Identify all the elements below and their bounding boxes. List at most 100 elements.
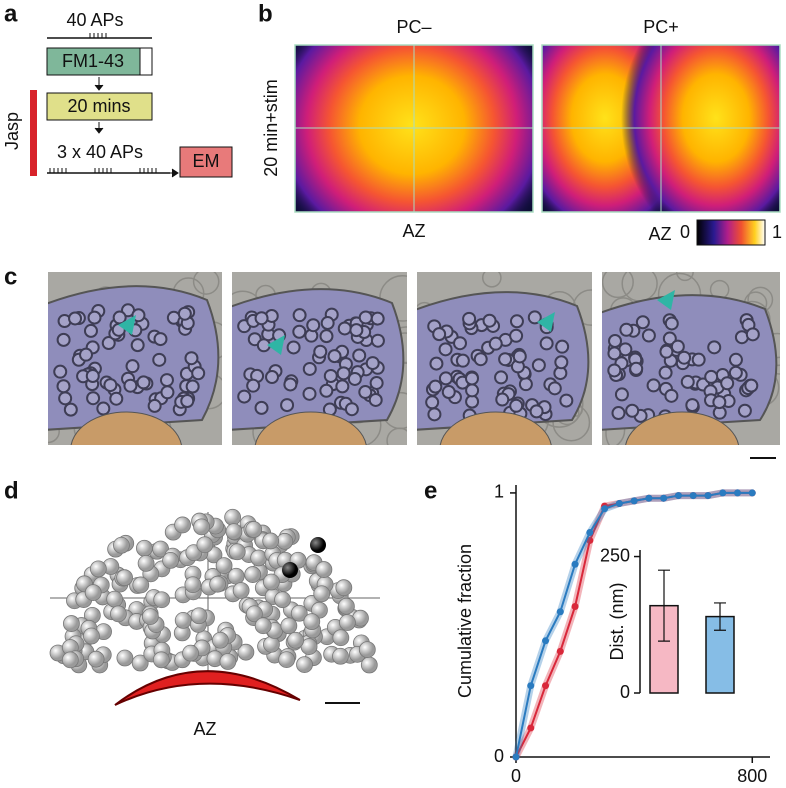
vesicle bbox=[153, 591, 171, 609]
vesicle bbox=[425, 395, 440, 410]
vesicle bbox=[209, 575, 227, 593]
vesicle bbox=[109, 391, 124, 406]
y-axis-label: Dist. (nm) bbox=[607, 583, 627, 661]
vesicle bbox=[63, 402, 78, 417]
vesicle bbox=[280, 398, 295, 413]
vesicle bbox=[509, 398, 524, 413]
vesicle bbox=[131, 308, 146, 323]
em-images bbox=[48, 272, 780, 445]
vesicle bbox=[177, 306, 192, 321]
heatmap-frames bbox=[294, 44, 781, 213]
vesicle bbox=[315, 561, 333, 578]
vesicle bbox=[254, 311, 269, 326]
em-image bbox=[417, 272, 592, 445]
vesicle bbox=[629, 361, 644, 376]
vesicle bbox=[131, 654, 149, 672]
arrowhead bbox=[267, 335, 285, 355]
heatmap-ylabel: 20 min+stim bbox=[261, 79, 281, 177]
dye-box bbox=[46, 47, 141, 76]
data-point bbox=[630, 497, 638, 505]
vesicle bbox=[237, 643, 255, 661]
vesicle bbox=[287, 631, 305, 649]
vesicle bbox=[518, 377, 533, 392]
vesicle bbox=[84, 584, 102, 602]
vesicle bbox=[63, 615, 80, 632]
vesicle bbox=[225, 523, 243, 541]
vesicle bbox=[137, 555, 155, 572]
texture bbox=[602, 272, 634, 299]
mitochondrion bbox=[625, 411, 740, 445]
vesicle bbox=[280, 617, 298, 635]
vesicle bbox=[664, 316, 679, 331]
vesicle bbox=[237, 389, 252, 404]
vesicle bbox=[147, 398, 162, 413]
vesicle bbox=[707, 340, 722, 355]
vesicle bbox=[292, 324, 307, 339]
vesicle bbox=[278, 651, 296, 668]
vesicle bbox=[335, 379, 350, 394]
vesicle bbox=[512, 349, 527, 364]
vesicle bbox=[335, 579, 353, 597]
vesicle bbox=[182, 644, 199, 662]
vesicle bbox=[495, 392, 510, 407]
vesicle bbox=[332, 647, 349, 665]
vesicle bbox=[554, 355, 569, 370]
vesicle bbox=[691, 352, 706, 367]
vesicle bbox=[347, 371, 362, 386]
em-content bbox=[232, 272, 407, 445]
docked-vesicle bbox=[282, 562, 298, 578]
dye-box-end bbox=[139, 47, 153, 76]
stim-ticks bbox=[89, 33, 107, 38]
vesicle bbox=[162, 551, 179, 569]
wait-label: 20 mins bbox=[67, 96, 130, 116]
arrowhead bbox=[657, 290, 675, 310]
texture bbox=[192, 272, 220, 295]
vesicle bbox=[473, 352, 488, 367]
vesicle bbox=[555, 339, 570, 354]
vesicle bbox=[370, 311, 385, 326]
colorbar bbox=[696, 219, 766, 246]
em-image bbox=[232, 272, 407, 445]
data-point bbox=[556, 608, 564, 616]
vesicle bbox=[123, 378, 138, 393]
vesicle bbox=[87, 650, 105, 668]
vesicle bbox=[116, 569, 133, 587]
data-point bbox=[571, 560, 579, 568]
vesicle bbox=[302, 361, 317, 376]
vesicle bbox=[184, 351, 199, 366]
arrowhead bbox=[118, 315, 136, 335]
mitochondrion bbox=[70, 411, 182, 445]
vesicle bbox=[744, 378, 759, 393]
vesicle bbox=[509, 328, 524, 343]
vesicle bbox=[245, 521, 263, 538]
em-box bbox=[179, 146, 233, 178]
model-xlabel: AZ bbox=[193, 719, 216, 739]
data-point bbox=[527, 724, 535, 732]
data-point bbox=[586, 529, 594, 537]
vesicle bbox=[196, 536, 214, 554]
vesicle bbox=[246, 605, 263, 623]
vesicle bbox=[339, 614, 356, 631]
vesicle bbox=[263, 635, 280, 653]
panel-letters: a b c d e bbox=[4, 0, 437, 504]
vesicle bbox=[184, 576, 202, 594]
vesicle bbox=[625, 403, 640, 418]
arrow bbox=[94, 77, 104, 91]
vesicle bbox=[246, 378, 261, 393]
vesicle bbox=[745, 327, 760, 342]
vesicle bbox=[296, 656, 313, 674]
vesicle bbox=[302, 386, 317, 401]
vesicle bbox=[160, 385, 175, 400]
vesicle bbox=[174, 611, 192, 629]
stim-label: 3 x 40 APs bbox=[57, 142, 143, 162]
vesicle bbox=[704, 369, 719, 384]
vesicle bbox=[265, 369, 280, 384]
x-tick-label: 0 bbox=[511, 766, 521, 786]
vesicle bbox=[262, 532, 280, 550]
vesicle bbox=[116, 649, 134, 667]
error-bar bbox=[658, 569, 670, 642]
vesicle bbox=[303, 613, 321, 631]
heatmap-xlabel: AZ bbox=[402, 221, 425, 241]
vesicle bbox=[336, 366, 351, 381]
